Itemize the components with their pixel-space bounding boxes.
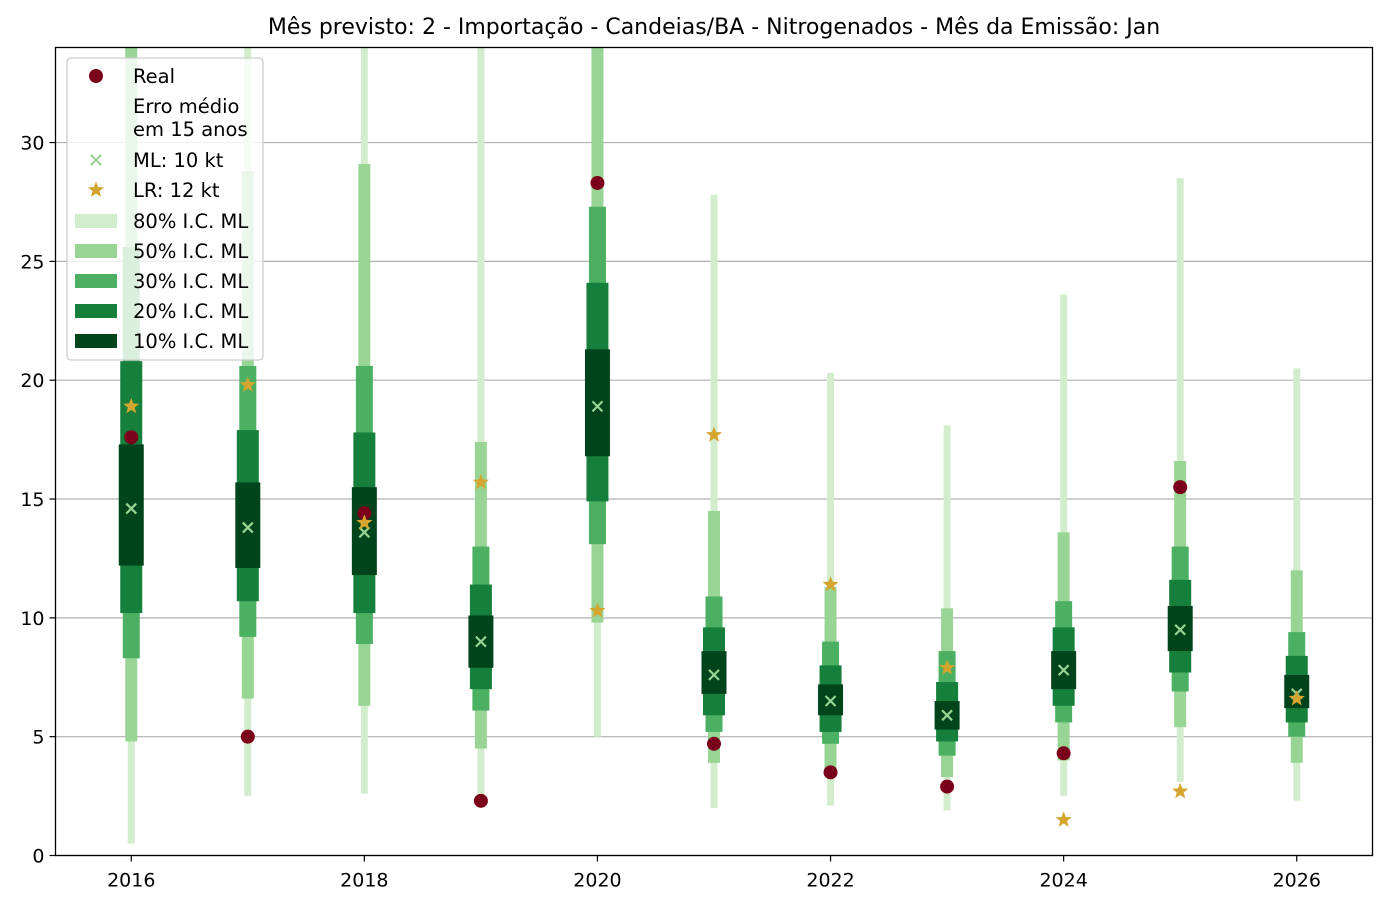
legend-real-label: Real xyxy=(133,65,175,88)
lr-point xyxy=(1172,782,1189,799)
legend-ci80-swatch xyxy=(75,214,117,228)
x-tick-label: 2026 xyxy=(1273,870,1321,892)
ml-point xyxy=(708,669,720,681)
real-point xyxy=(473,793,488,808)
real-point xyxy=(240,729,255,744)
plot-frame xyxy=(54,46,1374,857)
chart-title: Mês previsto: 2 - Importação - Candeias/… xyxy=(268,15,1160,40)
real-point xyxy=(707,736,721,751)
data-points xyxy=(123,175,1305,827)
legend-error-label-line2: em 15 anos xyxy=(133,118,248,141)
interval-bar xyxy=(118,444,144,566)
real-point xyxy=(590,175,605,190)
ml-point xyxy=(824,695,837,707)
ml-point xyxy=(125,502,138,515)
legend-ml-marker xyxy=(90,154,102,166)
x-tick-label: 2024 xyxy=(1039,870,1087,892)
legend-error-label-line1: Erro médio xyxy=(133,95,239,118)
lr-point xyxy=(822,576,839,592)
lr-point xyxy=(939,659,956,675)
lr-point xyxy=(356,514,373,530)
real-point xyxy=(1056,746,1071,761)
legend-real-marker xyxy=(89,69,103,83)
y-tick-label: 0 xyxy=(32,846,44,868)
interval-bar xyxy=(584,349,610,457)
lr-point xyxy=(239,376,256,392)
y-tick-label: 30 xyxy=(20,133,44,155)
interval-bar xyxy=(477,47,485,806)
x-tick-label: 2018 xyxy=(340,870,388,892)
y-tick-label: 25 xyxy=(20,251,44,273)
lr-point xyxy=(1055,811,1072,827)
axes-layer: 2016 2018 2020 2022 2024 2026 0 5 10 15 20 25 30 xyxy=(20,133,1321,892)
legend-ci20-label: 20% I.C. ML xyxy=(133,300,248,323)
legend-lr-label: LR: 12 kt xyxy=(133,179,220,202)
interval-bar xyxy=(701,651,727,694)
lr-point xyxy=(123,397,140,414)
real-point xyxy=(823,765,838,780)
legend-ci50-label: 50% I.C. ML xyxy=(133,240,248,263)
ml-point xyxy=(358,526,371,539)
ml-point xyxy=(591,400,604,413)
legend-lr-marker xyxy=(87,181,105,197)
x-tick-label: 2022 xyxy=(806,870,854,892)
y-tick-label: 20 xyxy=(20,370,44,392)
interval-bar xyxy=(710,194,718,808)
ml-point xyxy=(941,709,953,722)
legend-ci10-swatch xyxy=(75,334,117,348)
legend-ci10-label: 10% I.C. ML xyxy=(133,330,248,353)
x-tick-label: 2016 xyxy=(107,870,155,892)
ml-point xyxy=(242,521,254,534)
x-tick-label: 2020 xyxy=(573,870,621,892)
ml-point xyxy=(1057,664,1070,676)
real-point xyxy=(940,779,955,794)
lr-point xyxy=(472,473,489,490)
y-tick-label: 5 xyxy=(32,727,44,749)
legend-ci50-swatch xyxy=(75,244,117,258)
y-tick-label: 15 xyxy=(20,489,44,511)
real-point xyxy=(357,506,372,521)
y-tick-label: 10 xyxy=(20,608,44,630)
legend-ci30-label: 30% I.C. ML xyxy=(133,270,248,293)
legend: Real Erro médio em 15 anos ML: 10 kt LR:… xyxy=(66,57,264,361)
lr-point xyxy=(705,426,723,442)
interval-bars xyxy=(118,47,1310,844)
lr-point xyxy=(1288,690,1305,706)
ml-point xyxy=(475,635,487,648)
real-point xyxy=(124,430,139,445)
legend-ci30-swatch xyxy=(75,274,117,288)
lr-point xyxy=(589,602,606,618)
real-point xyxy=(1173,480,1188,495)
interval-bar xyxy=(235,482,261,568)
legend-ci20-swatch xyxy=(75,304,117,318)
ml-point xyxy=(1174,623,1186,636)
legend-ci80-label: 80% I.C. ML xyxy=(133,210,248,233)
legend-ml-label: ML: 10 kt xyxy=(133,149,224,172)
